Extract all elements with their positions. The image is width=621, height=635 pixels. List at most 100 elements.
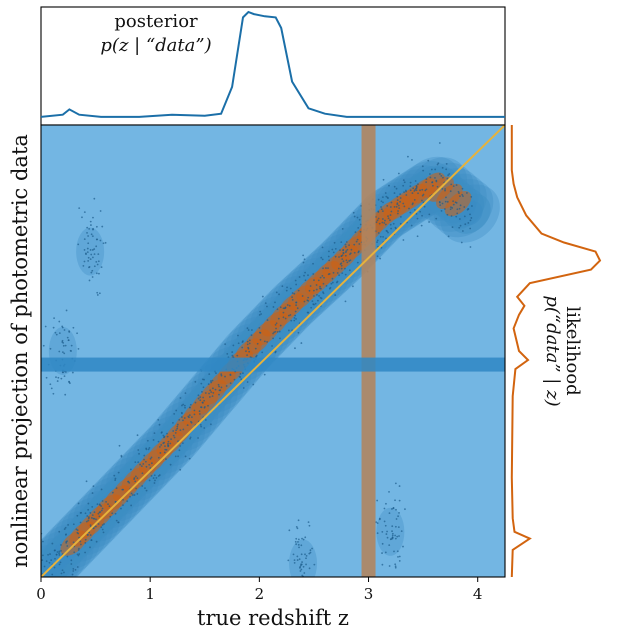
scatter-point bbox=[461, 193, 464, 196]
scatter-point bbox=[308, 552, 311, 555]
scatter-point bbox=[181, 416, 183, 418]
scatter-point bbox=[419, 189, 421, 192]
scatter-point bbox=[163, 441, 166, 444]
scatter-point bbox=[328, 259, 331, 262]
scatter-point bbox=[172, 430, 175, 432]
scatter-point bbox=[64, 526, 67, 529]
scatter-point bbox=[309, 549, 312, 552]
scatter-point bbox=[78, 553, 81, 555]
scatter-point bbox=[141, 485, 144, 487]
scatter-point bbox=[99, 239, 102, 242]
scatter-point bbox=[298, 546, 300, 549]
scatter-point bbox=[458, 226, 461, 229]
scatter-point bbox=[381, 542, 384, 545]
scatter-point bbox=[199, 396, 202, 399]
scatter-point bbox=[429, 176, 432, 179]
scatter-point bbox=[105, 500, 107, 503]
scatter-point bbox=[148, 479, 151, 482]
scatter-point bbox=[217, 383, 220, 386]
scatter-point bbox=[317, 279, 320, 282]
scatter-point bbox=[416, 217, 419, 220]
scatter-point bbox=[385, 502, 387, 505]
scatter-point bbox=[152, 439, 155, 441]
scatter-point bbox=[311, 300, 314, 303]
scatter-point bbox=[391, 536, 394, 539]
scatter-point bbox=[304, 536, 307, 539]
scatter-point bbox=[203, 406, 206, 409]
scatter-point bbox=[41, 604, 43, 606]
scatter-point bbox=[394, 525, 397, 528]
scatter-point bbox=[312, 273, 315, 275]
scatter-point bbox=[461, 187, 464, 190]
scatter-point bbox=[178, 418, 181, 421]
scatter-point bbox=[84, 541, 87, 544]
scatter-point bbox=[289, 314, 292, 316]
scatter-point bbox=[197, 437, 199, 439]
scatter-point bbox=[85, 480, 88, 483]
scatter-point bbox=[394, 563, 397, 566]
scatter-point bbox=[294, 310, 297, 313]
scatter-point bbox=[248, 339, 251, 342]
scatter-point bbox=[242, 387, 245, 389]
scatter-point bbox=[86, 232, 88, 234]
scatter-point bbox=[86, 247, 89, 250]
scatter-point bbox=[458, 218, 461, 220]
scatter-point bbox=[181, 412, 183, 415]
scatter-point bbox=[291, 298, 294, 301]
scatter-point bbox=[436, 185, 439, 188]
scatter-point bbox=[232, 356, 235, 358]
scatter-point bbox=[297, 331, 300, 334]
scatter-point bbox=[386, 204, 389, 207]
scatter-point bbox=[233, 378, 236, 381]
scatter-point bbox=[122, 498, 124, 501]
scatter-point bbox=[444, 200, 447, 203]
outlier-contour bbox=[376, 507, 405, 556]
scatter-point bbox=[114, 477, 117, 480]
scatter-point bbox=[458, 192, 460, 195]
scatter-point bbox=[345, 245, 347, 248]
scatter-point bbox=[259, 338, 262, 341]
scatter-point bbox=[403, 191, 405, 194]
scatter-point bbox=[72, 570, 75, 572]
scatter-point bbox=[76, 529, 79, 532]
scatter-point bbox=[279, 306, 282, 309]
scatter-point bbox=[393, 206, 396, 208]
scatter-point bbox=[93, 517, 96, 520]
scatter-point bbox=[179, 445, 181, 447]
scatter-point bbox=[332, 271, 335, 274]
scatter-point bbox=[91, 276, 94, 278]
scatter-point bbox=[264, 302, 267, 305]
scatter-point bbox=[134, 480, 137, 483]
scatter-point bbox=[387, 197, 389, 200]
scatter-point bbox=[183, 404, 186, 407]
scatter-point bbox=[136, 434, 139, 437]
scatter-point bbox=[153, 482, 156, 484]
scatter-point bbox=[399, 222, 402, 225]
scatter-point bbox=[470, 195, 473, 198]
scatter-point bbox=[412, 187, 415, 190]
scatter-point bbox=[87, 502, 90, 505]
scatter-point bbox=[286, 286, 288, 289]
scatter-point bbox=[356, 216, 359, 219]
scatter-point bbox=[321, 274, 324, 277]
scatter-point bbox=[353, 215, 356, 218]
scatter-point bbox=[452, 185, 455, 188]
scatter-point bbox=[281, 285, 284, 288]
scatter-point bbox=[43, 580, 45, 582]
scatter-point bbox=[340, 241, 343, 243]
scatter-point bbox=[274, 301, 276, 304]
scatter-point bbox=[246, 343, 249, 346]
scatter-point bbox=[241, 346, 244, 349]
scatter-point bbox=[225, 385, 228, 387]
scatter-point bbox=[381, 530, 384, 533]
x-tick-label: 4 bbox=[473, 585, 483, 603]
scatter-point bbox=[338, 256, 340, 258]
scatter-point bbox=[388, 512, 391, 515]
scatter-point bbox=[389, 214, 392, 216]
scatter-point bbox=[399, 215, 402, 218]
scatter-point bbox=[144, 460, 147, 463]
scatter-point bbox=[170, 438, 172, 441]
scatter-point bbox=[122, 504, 124, 507]
scatter-point bbox=[404, 189, 407, 192]
scatter-point bbox=[375, 521, 378, 524]
